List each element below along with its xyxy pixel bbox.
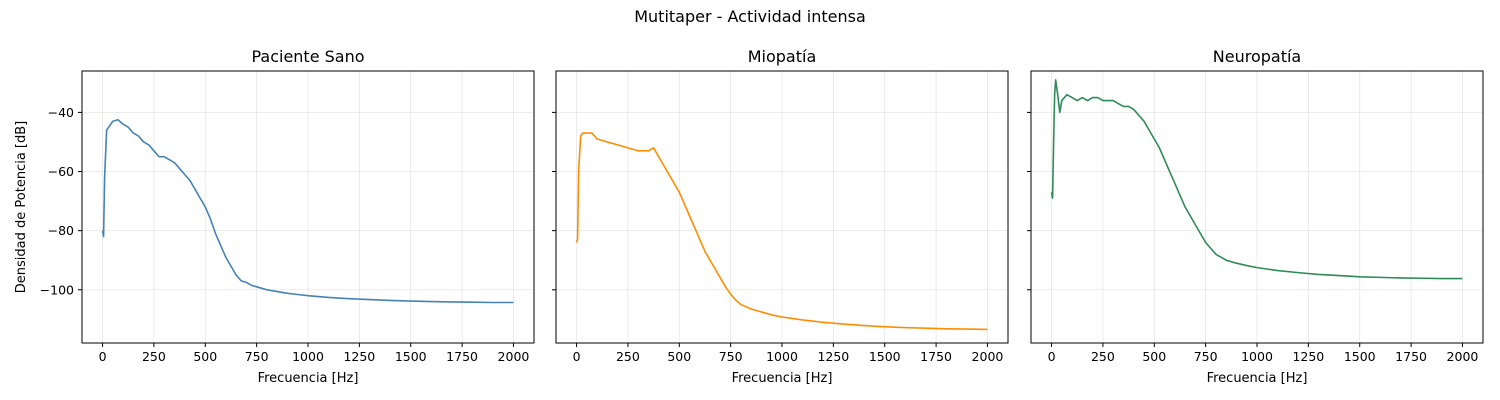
series-line	[101, 118, 514, 304]
y-axis-label: Densidad de Potencia [dB]	[14, 121, 29, 293]
panel-title: Miopatía	[748, 47, 817, 66]
y-tick-label: −80	[48, 223, 74, 238]
x-tick-label: 1000	[766, 349, 798, 364]
x-tick-label: 1500	[869, 349, 901, 364]
x-tick-label: 1250	[817, 349, 849, 364]
x-tick-label: 1750	[920, 349, 952, 364]
x-axis-label: Frecuencia [Hz]	[732, 371, 833, 386]
x-tick-label: 750	[245, 349, 269, 364]
x-tick-label: 500	[193, 349, 217, 364]
panel-title: Paciente Sano	[251, 47, 364, 66]
x-tick-label: 750	[719, 349, 743, 364]
x-tick-label: 0	[573, 349, 581, 364]
figure-suptitle: Mutitaper - Actividad intensa	[634, 7, 866, 26]
x-tick-label: 0	[1048, 349, 1056, 364]
x-tick-label: 1750	[1395, 349, 1427, 364]
x-tick-label: 2000	[1447, 349, 1479, 364]
series-line	[1050, 79, 1463, 280]
chart-panel-2: 0 250 500 750 1000 1250 1500 1750 2000 Miopatía Fr…	[552, 47, 1009, 386]
chart-panel-3: 0 250 500 750 1000 1250 1500 1750 2000 Neuropatía…	[1027, 47, 1484, 386]
x-tick-label: 1250	[1292, 349, 1324, 364]
x-tick-label: 500	[1142, 349, 1166, 364]
x-tick-label: 2000	[972, 349, 1004, 364]
x-tick-label: 250	[616, 349, 640, 364]
y-tick-label: −100	[40, 282, 74, 297]
x-tick-label: 0	[99, 349, 107, 364]
chart-panel-1: 0 250 500 750 1000 1250 1500 1750 2000 −100 −80 −60…	[14, 47, 535, 386]
x-tick-label: 1000	[1241, 349, 1273, 364]
series-line	[575, 132, 988, 331]
x-tick-label: 250	[142, 349, 166, 364]
panel-title: Neuropatía	[1213, 47, 1301, 66]
x-tick-label: 1750	[446, 349, 478, 364]
x-tick-label: 1500	[1344, 349, 1376, 364]
x-tick-label: 1250	[343, 349, 375, 364]
panels: 0 250 500 750 1000 1250 1500 1750 2000 −100 −80 −60…	[14, 47, 1484, 386]
x-tick-label: 1500	[395, 349, 427, 364]
x-tick-label: 500	[667, 349, 691, 364]
x-tick-label: 2000	[498, 349, 530, 364]
x-tick-label: 250	[1091, 349, 1115, 364]
x-axis-label: Frecuencia [Hz]	[258, 371, 359, 386]
y-tick-label: −60	[48, 164, 74, 179]
x-tick-label: 1000	[292, 349, 324, 364]
x-tick-label: 750	[1194, 349, 1218, 364]
x-axis-label: Frecuencia [Hz]	[1207, 371, 1308, 386]
y-tick-label: −40	[48, 105, 74, 120]
